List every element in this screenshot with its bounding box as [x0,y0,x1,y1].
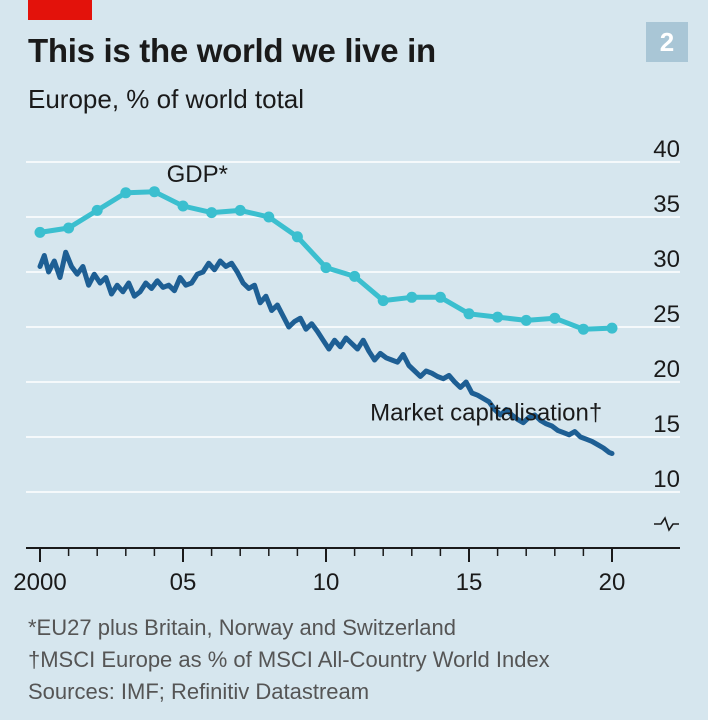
gridlines [26,161,680,493]
data-point-gdp-2014 [434,291,446,303]
y-tick-label-35: 35 [653,191,680,218]
footnotes: *EU27 plus Britain, Norway and Switzerla… [28,612,550,708]
annotation-market-capitalisation: Market capitalisation† [370,400,602,427]
y-tick-label-40: 40 [653,136,680,163]
footnote-sources: Sources: IMF; Refinitiv Datastream [28,679,370,704]
series-annotations: GDP* Market capitalisation† [167,161,603,427]
x-axis-tick-labels: 2000 05 10 15 20 [13,569,625,596]
data-point-gdp-2001 [63,222,75,234]
y-tick-label-25: 25 [653,301,680,328]
data-point-gdp-2009 [291,231,303,243]
data-point-gdp-2012 [377,295,389,307]
x-tick-label-2020: 20 [599,569,626,596]
chart-number-badge: 2 [646,22,688,62]
data-series [34,186,618,456]
y-axis-tick-labels: 10 15 20 25 30 35 40 [653,136,680,493]
x-tick-label-2000: 2000 [13,569,66,596]
data-point-gdp-2018 [549,312,561,324]
y-tick-label-15: 15 [653,411,680,438]
data-point-gdp-2017 [520,314,532,326]
data-point-gdp-2007 [234,204,246,216]
data-point-gdp-2015 [463,308,475,320]
x-tick-label-2015: 15 [456,569,483,596]
data-point-gdp-2005 [177,200,189,212]
footnote-market-cap: †MSCI Europe as % of MSCI All-Country Wo… [28,647,550,672]
data-point-gdp-2010 [320,262,332,274]
axis-break-icon [654,516,679,532]
annotation-gdp: GDP* [167,161,228,188]
y-tick-label-20: 20 [653,356,680,383]
data-point-gdp-2011 [349,270,361,282]
data-point-gdp-2016 [492,311,504,323]
data-point-gdp-2002 [91,204,103,216]
x-axis [26,547,680,562]
brand-red-tag [28,0,92,20]
series-line-gdp [37,189,615,332]
data-point-gdp-2019 [577,323,589,335]
data-point-gdp-2008 [263,211,275,223]
data-point-gdp-2004 [148,186,160,198]
data-point-gdp-2003 [120,187,132,199]
data-point-gdp-2020 [606,322,618,334]
x-tick-label-2005: 05 [170,569,197,596]
footnote-gdp: *EU27 plus Britain, Norway and Switzerla… [28,615,456,640]
line-chart: 10 15 20 25 30 35 40 2000 05 10 15 20 GDP* Market c… [13,136,680,596]
data-point-gdp-2013 [406,291,418,303]
x-tick-label-2010: 10 [313,569,340,596]
y-tick-label-10: 10 [653,466,680,493]
data-point-gdp-2006 [206,207,218,219]
y-tick-label-30: 30 [653,246,680,273]
series-line-market-capitalisation [37,249,615,456]
axis-break-symbol [654,516,679,532]
chart-title: This is the world we live in [28,32,436,69]
data-point-gdp-2000 [34,226,46,238]
chart-subtitle: Europe, % of world total [28,84,305,114]
